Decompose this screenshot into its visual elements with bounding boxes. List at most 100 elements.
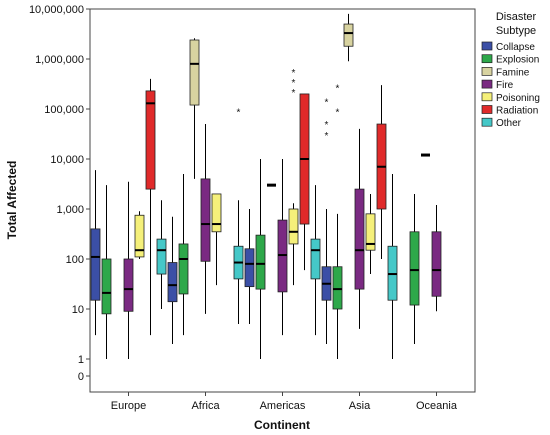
box-plot bbox=[211, 193, 222, 286]
outlier-marker: * bbox=[292, 78, 296, 89]
box-plot bbox=[156, 200, 167, 309]
x-axis: Europe Africa Americas Asia Oceania bbox=[111, 392, 458, 412]
box-plot bbox=[310, 185, 321, 336]
x-axis-title: Continent bbox=[254, 418, 310, 432]
box-iqr bbox=[310, 238, 321, 280]
y-tick-label: 100,000 bbox=[44, 104, 84, 116]
x-tick-label: Americas bbox=[260, 400, 306, 412]
box-plot bbox=[90, 170, 101, 336]
box-iqr bbox=[211, 193, 222, 233]
legend-swatch bbox=[481, 79, 493, 89]
box-plot bbox=[299, 93, 310, 271]
box-iqr bbox=[90, 228, 101, 301]
box-median-line bbox=[267, 183, 276, 187]
box-iqr bbox=[134, 214, 145, 258]
x-tick-label: Asia bbox=[349, 400, 371, 412]
legend-swatch bbox=[481, 41, 493, 51]
legend-swatch bbox=[481, 67, 493, 76]
box-iqr bbox=[354, 188, 365, 290]
legend: Disaster Subtype Collapse ExplosionFamine… bbox=[481, 11, 540, 129]
box-iqr bbox=[343, 23, 354, 47]
box-iqr bbox=[365, 213, 376, 251]
box-plot bbox=[431, 205, 442, 312]
box-iqr bbox=[332, 266, 343, 310]
box-plot bbox=[134, 211, 145, 259]
legend-label: Collapse bbox=[496, 42, 535, 53]
box-plot bbox=[277, 159, 288, 336]
box-plot bbox=[200, 124, 211, 314]
box-plot bbox=[288, 203, 299, 286]
box-plot bbox=[321, 209, 332, 344]
outlier-marker: * bbox=[292, 68, 296, 79]
box-plot bbox=[409, 193, 420, 344]
outlier-marker: * bbox=[292, 88, 296, 99]
x-tick-label: Africa bbox=[191, 400, 220, 412]
outlier-marker: * bbox=[325, 131, 329, 142]
legend-title-line1: Disaster bbox=[496, 11, 537, 23]
box-iqr bbox=[255, 234, 266, 290]
legend-swatch bbox=[481, 117, 493, 127]
box-plot bbox=[244, 209, 255, 325]
box-plot bbox=[332, 213, 343, 359]
box-iqr bbox=[123, 258, 134, 312]
box-plot bbox=[167, 216, 178, 344]
legend-swatch bbox=[481, 92, 493, 102]
box-plot bbox=[354, 128, 365, 329]
legend-title-line2: Subtype bbox=[496, 25, 536, 37]
box-median-line bbox=[421, 153, 430, 157]
box-plot bbox=[145, 78, 156, 336]
box-plot bbox=[376, 85, 387, 259]
box-iqr bbox=[178, 243, 189, 295]
box-iqr bbox=[200, 178, 211, 262]
box-plot bbox=[387, 174, 398, 359]
box-iqr bbox=[288, 208, 299, 245]
legend-swatch bbox=[481, 105, 493, 114]
legend-label: Fire bbox=[496, 80, 514, 91]
box-iqr bbox=[145, 90, 156, 190]
box-plot bbox=[101, 185, 112, 359]
y-tick-label: 10,000,000 bbox=[29, 4, 84, 16]
legend-swatch bbox=[481, 54, 493, 64]
legend-label: Other bbox=[496, 118, 522, 129]
box-plot bbox=[365, 193, 376, 275]
legend-label: Explosion bbox=[496, 55, 539, 66]
outlier-marker: * bbox=[336, 83, 340, 94]
box-plot bbox=[343, 13, 354, 62]
y-tick-label: 1,000 bbox=[56, 204, 84, 216]
y-axis-title: Total Affected bbox=[5, 161, 19, 240]
box-iqr bbox=[431, 231, 442, 297]
x-tick-label: Oceania bbox=[416, 400, 458, 412]
x-tick-label: Europe bbox=[111, 400, 146, 412]
y-tick-label: 100 bbox=[66, 254, 84, 266]
box-iqr bbox=[101, 258, 112, 315]
box-iqr bbox=[189, 39, 200, 106]
box-iqr bbox=[156, 238, 167, 275]
box-plot bbox=[233, 200, 244, 325]
legend-label: Famine bbox=[496, 67, 530, 78]
box-iqr bbox=[244, 248, 255, 288]
box-plot bbox=[421, 153, 430, 157]
legend-label: Radiation bbox=[496, 106, 538, 117]
box-plot bbox=[255, 159, 266, 359]
box-plot bbox=[178, 174, 189, 336]
y-tick-label: 1,000,000 bbox=[35, 54, 84, 66]
y-tick-label: 1 bbox=[78, 354, 84, 366]
legend-label: Poisoning bbox=[496, 93, 540, 104]
outlier-marker: * bbox=[325, 120, 329, 131]
outlier-markers: ********* bbox=[237, 68, 340, 142]
outlier-marker: * bbox=[325, 98, 329, 109]
box-plot bbox=[267, 183, 276, 187]
box-plot bbox=[189, 38, 200, 179]
y-tick-label: 10 bbox=[72, 304, 84, 316]
box-plots bbox=[90, 13, 442, 359]
y-tick-label: 0 bbox=[78, 371, 84, 383]
box-plot bbox=[123, 181, 134, 359]
y-tick-label: 10,000 bbox=[50, 154, 84, 166]
outlier-marker: * bbox=[237, 107, 241, 118]
outlier-marker: * bbox=[336, 107, 340, 118]
box-iqr bbox=[409, 231, 420, 306]
y-axis: 0 1 10 100 1,000 10,000 100,000 1,000,000 10,000… bbox=[29, 4, 90, 383]
box-iqr bbox=[167, 262, 178, 303]
